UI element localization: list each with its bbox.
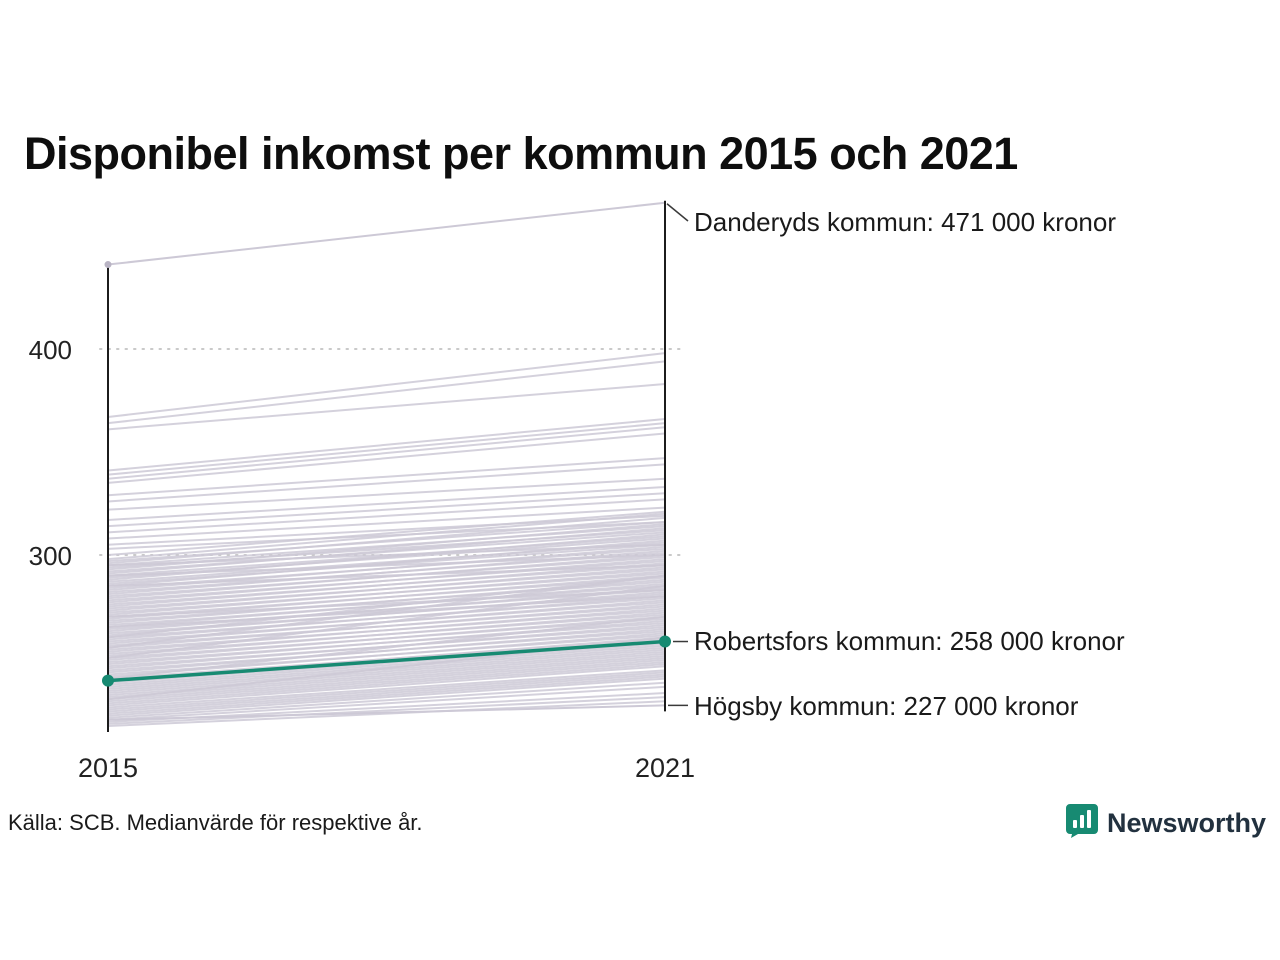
slope-line bbox=[107, 554, 666, 600]
slope-line bbox=[107, 595, 666, 629]
slope-line bbox=[107, 418, 666, 472]
slope-line bbox=[107, 661, 666, 703]
slope-line bbox=[107, 628, 666, 674]
y-tick-300: 300 bbox=[28, 541, 72, 571]
danderyd-2015-dot bbox=[104, 261, 112, 269]
slope-line-h-gsby-kommun bbox=[107, 704, 666, 721]
slope-line bbox=[107, 492, 666, 528]
slope-line bbox=[107, 498, 666, 534]
slope-line bbox=[107, 611, 666, 657]
slope-line bbox=[107, 659, 666, 701]
slope-line bbox=[107, 554, 666, 577]
slope-line bbox=[107, 360, 666, 425]
slope-line bbox=[107, 510, 666, 556]
slope-line bbox=[107, 615, 666, 680]
slope-line bbox=[107, 582, 666, 629]
slope-line bbox=[107, 595, 666, 641]
slope-line bbox=[107, 564, 666, 587]
chart-title: Disponibel inkomst per kommun 2015 och 2… bbox=[24, 128, 1018, 179]
slope-line bbox=[107, 506, 666, 540]
slope-line bbox=[107, 383, 666, 431]
slope-line bbox=[107, 657, 666, 699]
brand-name: Newsworthy bbox=[1106, 808, 1266, 838]
slope-line bbox=[107, 527, 666, 575]
slope-line bbox=[107, 665, 666, 707]
slope-line bbox=[107, 591, 666, 637]
highlight-dot-2015 bbox=[102, 674, 114, 687]
slope-line bbox=[107, 589, 666, 618]
slope-line bbox=[107, 644, 666, 686]
slope-line bbox=[107, 543, 666, 567]
slope-line bbox=[107, 535, 666, 577]
slope-line bbox=[107, 648, 666, 690]
slope-line bbox=[107, 543, 666, 585]
annotation-robertsfors: Robertsfors kommun: 258 000 kronor bbox=[694, 626, 1125, 656]
slope-line bbox=[107, 584, 666, 659]
slope-line bbox=[107, 632, 666, 678]
newsworthy-logo-icon bbox=[1065, 803, 1099, 844]
slope-line bbox=[107, 663, 666, 705]
connector-danderyd bbox=[666, 203, 689, 222]
slope-line bbox=[107, 562, 666, 608]
annotation-hogsby: Högsby kommun: 227 000 kronor bbox=[694, 691, 1079, 721]
slope-line bbox=[107, 642, 666, 684]
highlight-line-robertsfors bbox=[107, 639, 666, 683]
slope-line bbox=[107, 603, 666, 649]
y-tick-400: 400 bbox=[28, 335, 72, 365]
slope-line bbox=[107, 516, 666, 565]
slope-line bbox=[107, 432, 666, 484]
slope-line-danderyds-kommun bbox=[107, 201, 666, 266]
highlight-dot-2021 bbox=[659, 635, 671, 648]
slope-line bbox=[107, 681, 666, 719]
slope-line bbox=[107, 521, 666, 563]
x-tick-2015: 2015 bbox=[77, 753, 139, 783]
slope-line bbox=[107, 669, 666, 709]
slope-line bbox=[107, 531, 666, 573]
slope-line bbox=[107, 646, 666, 688]
slope-line bbox=[107, 607, 666, 653]
slope-line bbox=[107, 673, 666, 713]
slope-line bbox=[107, 700, 666, 727]
slope-line bbox=[107, 525, 666, 567]
slope-line bbox=[107, 650, 666, 692]
slope-line bbox=[107, 426, 666, 480]
slope-line bbox=[107, 671, 666, 711]
slope-line bbox=[107, 696, 666, 725]
slope-line bbox=[107, 457, 666, 497]
slope-line bbox=[107, 677, 666, 717]
annotation-danderyd: Danderyds kommun: 471 000 kronor bbox=[694, 207, 1117, 237]
slope-line bbox=[107, 422, 666, 476]
slope-line bbox=[107, 615, 666, 662]
slope-line bbox=[107, 624, 666, 670]
slope-line bbox=[107, 685, 666, 721]
slope-line bbox=[107, 574, 666, 639]
slope-line bbox=[107, 652, 666, 695]
slope-line bbox=[107, 619, 666, 666]
x-tick-2021: 2021 bbox=[634, 753, 696, 783]
slope-line bbox=[107, 570, 666, 616]
slope-line bbox=[107, 675, 666, 715]
slope-line bbox=[107, 463, 666, 503]
source-note: Källa: SCB. Medianvärde för respektive å… bbox=[8, 810, 423, 835]
slope-line bbox=[107, 477, 666, 511]
slope-line bbox=[107, 541, 666, 583]
slope-line bbox=[107, 566, 666, 612]
slope-chart bbox=[99, 200, 689, 732]
brand-lockup: Newsworthy bbox=[1065, 803, 1266, 844]
slope-line bbox=[107, 486, 666, 521]
slope-line bbox=[107, 537, 666, 579]
slope-line bbox=[107, 521, 666, 550]
slope-line bbox=[107, 558, 666, 604]
slope-line bbox=[107, 512, 666, 561]
slope-line bbox=[107, 352, 666, 418]
